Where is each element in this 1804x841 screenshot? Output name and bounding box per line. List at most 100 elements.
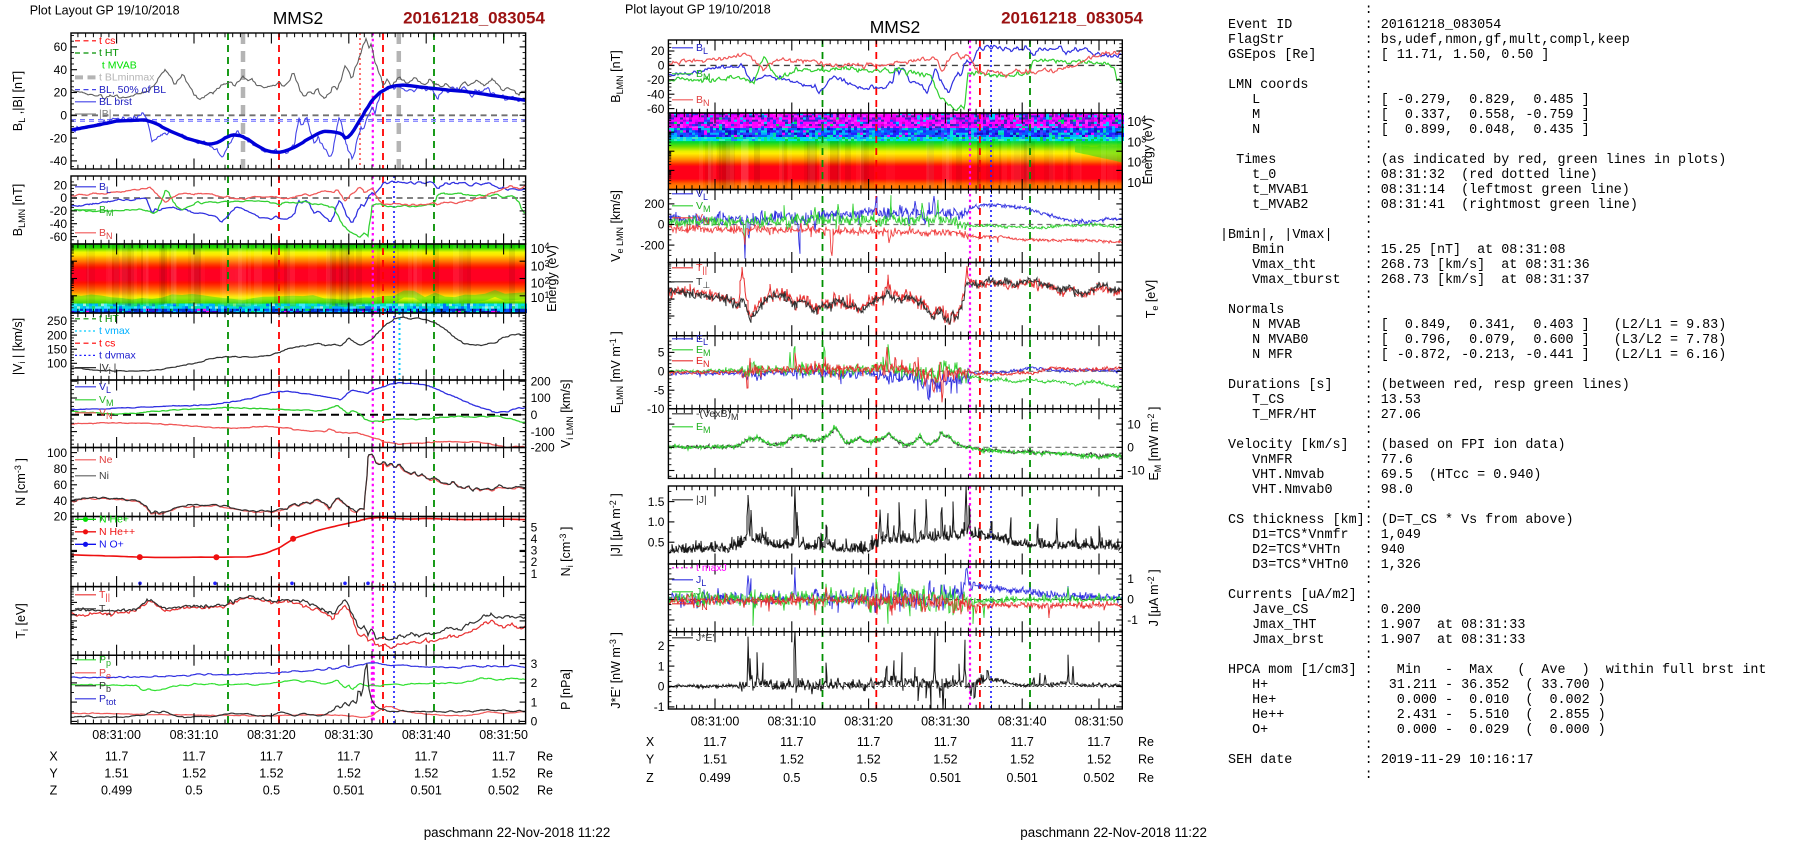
svg-text:N O+: N O+	[99, 539, 124, 551]
svg-text:11.7: 11.7	[182, 750, 205, 764]
svg-text:|J| [μA m-2 ]: |J| [μA m-2 ]	[608, 493, 623, 556]
svg-text:Re: Re	[1138, 771, 1154, 785]
svg-text:-60: -60	[647, 102, 665, 116]
svg-text:20161218_083054: 20161218_083054	[1001, 9, 1143, 28]
svg-text:BM: BM	[696, 68, 711, 82]
svg-text:N He++: N He++	[99, 526, 135, 538]
svg-text:08:31:50: 08:31:50	[1075, 715, 1124, 729]
svg-text:08:31:20: 08:31:20	[844, 715, 893, 729]
svg-text:150: 150	[47, 342, 67, 356]
svg-text:1.52: 1.52	[1010, 753, 1034, 767]
svg-text:ELMN [mV m-1 ]: ELMN [mV m-1 ]	[608, 331, 625, 413]
svg-text:VL: VL	[696, 188, 708, 202]
svg-text:40: 40	[54, 494, 68, 508]
svg-text:EM: EM	[696, 344, 711, 358]
svg-text:|J|: |J|	[696, 494, 707, 506]
svg-text:BLMN [nT]: BLMN [nT]	[11, 184, 27, 236]
svg-text:BL ,|B| [nT]: BL ,|B| [nT]	[11, 71, 27, 131]
svg-text:08:31:40: 08:31:40	[402, 728, 451, 742]
svg-text:08:31:10: 08:31:10	[170, 728, 219, 742]
svg-text:N He+: N He+	[99, 514, 129, 526]
svg-text:1.52: 1.52	[182, 767, 206, 781]
svg-text:-10: -10	[1127, 464, 1145, 478]
svg-text:BN: BN	[696, 94, 710, 108]
svg-text:|B|: |B|	[99, 108, 111, 120]
svg-text:1.52: 1.52	[780, 753, 804, 767]
svg-text:08:31:00: 08:31:00	[691, 715, 740, 729]
svg-text:0: 0	[658, 365, 665, 379]
svg-text:20: 20	[54, 86, 68, 100]
svg-text:0.499: 0.499	[699, 771, 730, 785]
svg-text:-200: -200	[531, 441, 555, 455]
svg-text:BM: BM	[99, 204, 114, 218]
svg-text:08:31:40: 08:31:40	[998, 715, 1047, 729]
svg-text:11.7: 11.7	[414, 750, 437, 764]
svg-text:0: 0	[531, 715, 538, 729]
svg-text:250: 250	[47, 314, 67, 328]
svg-text:20: 20	[651, 44, 665, 58]
svg-text:-20: -20	[50, 204, 68, 218]
svg-text:5: 5	[531, 520, 538, 534]
svg-text:BL: BL	[696, 42, 708, 56]
svg-text:T||: T||	[99, 589, 110, 602]
svg-text:2: 2	[531, 555, 538, 569]
svg-text:Re: Re	[537, 767, 553, 781]
svg-text:-200: -200	[640, 238, 664, 252]
svg-text:11.7: 11.7	[780, 735, 803, 749]
svg-text:Y: Y	[646, 753, 655, 767]
svg-text:Plot Layout GP 19/10/2018: Plot Layout GP 19/10/2018	[30, 4, 180, 18]
svg-text:0.502: 0.502	[1083, 771, 1114, 785]
svg-text:1: 1	[658, 659, 665, 673]
svg-text:-1: -1	[654, 700, 665, 714]
svg-text:Energy (eV): Energy (eV)	[545, 245, 559, 312]
svg-text:Ve LMN [km/s]: Ve LMN [km/s]	[609, 190, 625, 262]
svg-text:Ne: Ne	[99, 454, 113, 466]
svg-text:Re: Re	[1138, 735, 1154, 749]
svg-text:11.7: 11.7	[105, 750, 128, 764]
svg-text:paschmann 22-Nov-2018 11:22: paschmann 22-Nov-2018 11:22	[424, 825, 611, 840]
svg-text:08:31:20: 08:31:20	[247, 728, 296, 742]
svg-text:08:31:10: 08:31:10	[767, 715, 816, 729]
svg-text:10: 10	[1127, 417, 1141, 431]
svg-text:20: 20	[54, 510, 68, 524]
svg-text:-10: -10	[647, 402, 665, 416]
svg-text:VN: VN	[99, 407, 113, 421]
svg-text:-40: -40	[50, 154, 68, 168]
svg-text:20: 20	[54, 178, 68, 192]
svg-text:Z: Z	[50, 784, 58, 798]
svg-text:1.52: 1.52	[414, 767, 438, 781]
svg-text:BL, 50% of BL: BL, 50% of BL	[99, 84, 166, 96]
svg-text:2: 2	[658, 639, 665, 653]
svg-text:0.5: 0.5	[783, 771, 800, 785]
svg-text:0.5: 0.5	[860, 771, 877, 785]
svg-text:0.499: 0.499	[101, 784, 132, 798]
svg-text:1.52: 1.52	[1087, 753, 1111, 767]
svg-text:J*E': J*E'	[696, 632, 714, 644]
svg-text:0: 0	[1127, 593, 1134, 607]
svg-text:t dvmax: t dvmax	[99, 350, 137, 362]
svg-text:08:31:50: 08:31:50	[479, 728, 528, 742]
svg-text:VN: VN	[696, 212, 710, 226]
svg-text:T⊥: T⊥	[696, 276, 710, 290]
svg-text:60: 60	[54, 40, 68, 54]
svg-text:-60: -60	[50, 230, 68, 244]
svg-text:Ptot: Ptot	[99, 693, 117, 707]
svg-text:1.51: 1.51	[703, 753, 727, 767]
svg-text:t MVAB: t MVAB	[99, 59, 137, 71]
svg-text:100: 100	[47, 446, 67, 460]
svg-text:08:31:30: 08:31:30	[921, 715, 970, 729]
svg-text:Ni: Ni	[99, 470, 109, 482]
svg-text:Pp: Pp	[99, 654, 111, 668]
svg-text:BLMN [nT]: BLMN [nT]	[609, 50, 625, 102]
svg-text:t vmax: t vmax	[99, 325, 131, 337]
svg-text:5: 5	[658, 346, 665, 360]
svg-text:11.7: 11.7	[337, 750, 360, 764]
svg-text:VM: VM	[99, 394, 114, 408]
svg-text:11.7: 11.7	[1087, 735, 1110, 749]
svg-text:-20: -20	[647, 73, 665, 87]
svg-text:Te [eV]: Te [eV]	[1144, 280, 1160, 318]
svg-text:0.501: 0.501	[1007, 771, 1038, 785]
svg-text:Pb: Pb	[99, 680, 111, 694]
svg-text:1.52: 1.52	[856, 753, 880, 767]
svg-text:1.52: 1.52	[933, 753, 957, 767]
